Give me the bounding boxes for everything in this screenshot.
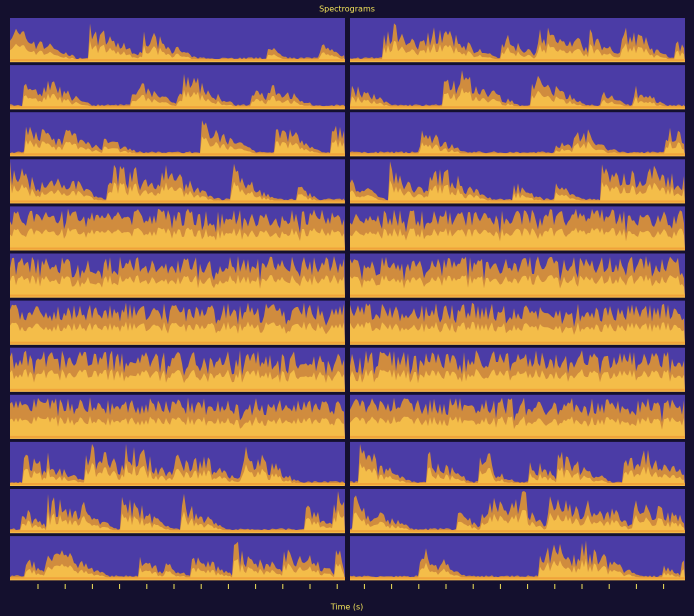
spectrogram-baseline [10, 577, 345, 579]
spectrogram-baseline [10, 200, 345, 202]
figure: Spectrograms Time (s) [0, 0, 694, 616]
spectrogram-baseline [10, 342, 345, 344]
spectrogram-baseline [350, 295, 685, 297]
x-axis-label: Time (s) [330, 603, 364, 612]
figure-title: Spectrograms [319, 5, 375, 14]
spectrogram-baseline [10, 389, 345, 391]
spectrogram-baseline [10, 295, 345, 297]
spectrogram-baseline [10, 483, 345, 485]
spectrogram-panel [350, 112, 685, 156]
spectrogram-baseline [10, 153, 345, 155]
spectrogram-baseline [350, 248, 685, 250]
spectrogram-baseline [350, 436, 685, 438]
spectrogram-baseline [350, 106, 685, 108]
spectrogram-baseline [10, 248, 345, 250]
spectrogram-baseline [10, 530, 345, 532]
spectrogram-baseline [350, 59, 685, 61]
spectrogram-baseline [350, 153, 685, 155]
spectrogram-baseline [350, 483, 685, 485]
spectrogram-baseline [350, 577, 685, 579]
spectrogram-baseline [10, 59, 345, 61]
spectrogram-baseline [350, 530, 685, 532]
spectrogram-baseline [10, 106, 345, 108]
spectrogram-baseline [10, 436, 345, 438]
spectrogram-baseline [350, 389, 685, 391]
spectrogram-baseline [350, 342, 685, 344]
spectrogram-baseline [350, 200, 685, 202]
